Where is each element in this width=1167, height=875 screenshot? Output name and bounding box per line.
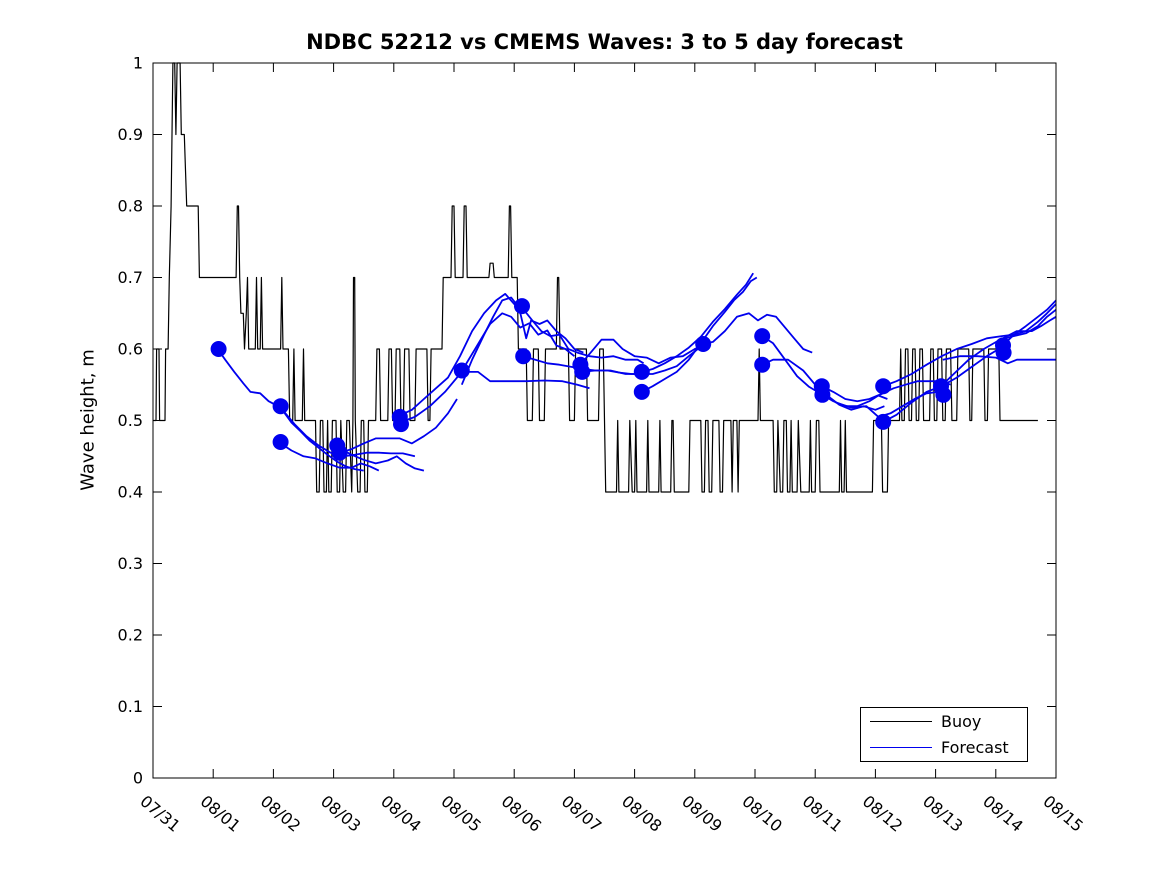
forecast-marker: [515, 348, 532, 365]
forecast-line: [279, 407, 416, 458]
forecast-line: [461, 371, 590, 390]
forecast-marker: [875, 378, 892, 395]
x-tick-label: 08/14: [979, 792, 1027, 836]
forecast-line-sample: [870, 747, 932, 748]
forecast-marker: [633, 363, 650, 380]
y-tick-label: 0: [133, 769, 143, 788]
y-tick-label: 0.1: [118, 697, 143, 716]
x-tick-label: 07/31: [136, 792, 184, 836]
y-tick-label: 0.9: [118, 125, 143, 144]
forecast-marker: [574, 363, 591, 380]
x-tick-label: 08/09: [678, 792, 726, 836]
x-tick-label: 08/06: [498, 792, 546, 836]
forecast-line: [521, 306, 645, 365]
x-tick-label: 08/10: [738, 792, 786, 836]
forecast-line: [1002, 316, 1057, 340]
forecast-marker: [935, 386, 952, 403]
y-tick-label: 0.7: [118, 268, 143, 287]
legend-box: Buoy Forecast: [860, 707, 1028, 762]
forecast-line: [579, 338, 704, 366]
y-tick-label: 0.4: [118, 483, 143, 502]
x-tick-label: 08/15: [1039, 792, 1087, 836]
forecast-marker: [754, 328, 771, 345]
forecast-line: [399, 293, 523, 417]
y-tick-label: 0.6: [118, 340, 143, 359]
x-tick-label: 08/04: [377, 792, 425, 836]
x-tick-label: 08/12: [859, 792, 907, 836]
forecast-line: [641, 276, 758, 393]
x-tick-label: 08/03: [317, 792, 365, 836]
forecast-marker: [875, 413, 892, 430]
forecast-line: [942, 355, 1056, 365]
y-tick-label: 0.3: [118, 554, 143, 573]
forecast-line: [217, 349, 364, 472]
x-tick-label: 08/07: [558, 792, 606, 836]
forecast-line: [1002, 299, 1057, 347]
forecast-marker: [272, 398, 289, 415]
x-tick-label: 08/02: [257, 792, 305, 836]
forecast-marker: [514, 298, 530, 315]
forecast-marker: [754, 356, 771, 373]
x-tick-label: 08/11: [799, 792, 847, 836]
buoy-line: [153, 62, 1038, 493]
x-tick-label: 08/05: [437, 792, 485, 836]
forecast-marker: [453, 362, 470, 379]
y-tick-label: 0.5: [118, 411, 143, 430]
forecast-marker: [272, 434, 289, 450]
chart-title: NDBC 52212 vs CMEMS Waves: 3 to 5 day fo…: [306, 30, 903, 54]
y-tick-label: 0.8: [118, 197, 143, 216]
y-tick-label: 1: [133, 54, 143, 73]
buoy-line-sample: [870, 721, 932, 722]
forecast-line: [703, 312, 813, 354]
forecast-marker: [995, 344, 1012, 361]
forecast-line: [339, 398, 458, 454]
forecast-line: [641, 272, 754, 373]
forecast-line: [337, 446, 425, 472]
legend-entry-buoy: Buoy: [861, 709, 1027, 735]
x-tick-label: 08/01: [197, 792, 245, 836]
legend-label-forecast: Forecast: [941, 737, 1009, 757]
forecast-marker: [210, 341, 227, 357]
x-tick-label: 08/08: [618, 792, 666, 836]
forecast-marker: [814, 386, 831, 403]
forecast-marker: [695, 336, 712, 352]
forecast-marker: [393, 416, 409, 433]
legend-entry-forecast: Forecast: [861, 735, 1027, 761]
x-tick-label: 08/13: [919, 792, 967, 836]
forecast-line: [882, 303, 1057, 388]
forecast-marker: [633, 383, 650, 400]
forecast-marker: [331, 444, 348, 461]
forecast-line: [460, 296, 584, 386]
legend-label-buoy: Buoy: [941, 711, 982, 731]
forecast-line: [280, 442, 380, 472]
y-tick-label: 0.2: [118, 626, 143, 645]
y-axis-label: Wave height, m: [77, 349, 99, 491]
forecast-line: [399, 312, 575, 424]
